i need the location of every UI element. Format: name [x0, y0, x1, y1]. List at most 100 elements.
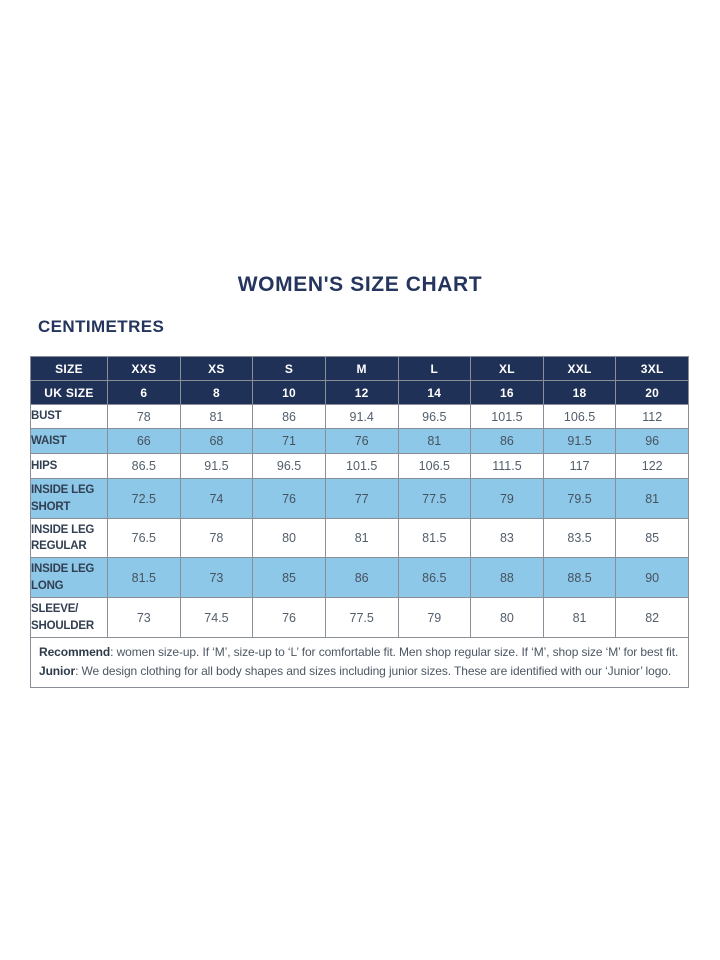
table-row-waist: WAIST 66 68 71 76 81 86 91.5 96 [30, 428, 689, 454]
cell-value: 85 [252, 557, 326, 598]
cell-value: 91.5 [179, 453, 254, 479]
row-label: HIPS [30, 453, 108, 479]
uk-size-value: 20 [615, 380, 689, 405]
uk-size-value: 14 [397, 380, 472, 405]
cell-value: 81 [542, 597, 617, 638]
header-cell-size: SIZE [30, 356, 108, 381]
row-label: BUST [30, 404, 108, 429]
table-row-inside-leg-regular: INSIDE LEG REGULAR 76.5 78 80 81 81.5 83… [30, 518, 689, 558]
cell-value: 77.5 [397, 478, 472, 519]
cell-value: 81 [179, 404, 254, 429]
cell-value: 81 [615, 478, 689, 519]
row-label: INSIDE LEG SHORT [30, 478, 108, 519]
cell-value: 91.5 [542, 428, 617, 454]
cell-value: 74 [179, 478, 254, 519]
cell-value: 66 [107, 428, 181, 454]
cell-value: 96.5 [397, 404, 472, 429]
cell-value: 71 [252, 428, 326, 454]
cell-value: 91.4 [324, 404, 399, 429]
table-row-bust: BUST 78 81 86 91.4 96.5 101.5 106.5 112 [30, 404, 689, 429]
cell-value: 86 [324, 557, 399, 598]
note-junior-text: : We design clothing for all body shapes… [75, 664, 672, 679]
row-label: INSIDE LEG REGULAR [30, 518, 108, 558]
cell-value: 88.5 [542, 557, 617, 598]
cell-value: 72.5 [107, 478, 181, 519]
cell-value: 86.5 [397, 557, 472, 598]
cell-value: 112 [615, 404, 689, 429]
cell-value: 81.5 [397, 518, 472, 558]
table-row-sleeve-shoulder: SLEEVE/ SHOULDER 73 74.5 76 77.5 79 80 8… [30, 597, 689, 638]
cell-value: 101.5 [470, 404, 544, 429]
table-row-hips: HIPS 86.5 91.5 96.5 101.5 106.5 111.5 11… [30, 453, 689, 479]
note-recommend-text: : women size-up. If ‘M’, size-up to ‘L’ … [110, 645, 679, 659]
uk-size-value: 8 [179, 380, 254, 405]
cell-value: 117 [542, 453, 617, 479]
cell-value: 73 [107, 597, 181, 638]
cell-value: 74.5 [179, 597, 254, 638]
size-header-row: SIZE XXS XS S M L XL XXL 3XL [30, 356, 689, 381]
cell-value: 79.5 [542, 478, 617, 519]
uk-size-value: 6 [107, 380, 181, 405]
cell-value: 106.5 [542, 404, 617, 429]
row-label: INSIDE LEG LONG [30, 557, 108, 598]
header-cell-s: S [252, 356, 326, 381]
cell-value: 81 [324, 518, 399, 558]
uk-size-label: UK SIZE [30, 380, 108, 405]
cell-value: 83 [470, 518, 544, 558]
cell-value: 86 [252, 404, 326, 429]
uk-size-value: 18 [542, 380, 617, 405]
cell-value: 111.5 [470, 453, 544, 479]
cell-value: 73 [179, 557, 254, 598]
note-recommend: Recommend: women size-up. If ‘M’, size-u… [39, 643, 680, 662]
note-junior-lead: Junior [39, 664, 76, 679]
uk-size-row: UK SIZE 6 8 10 12 14 16 18 20 [30, 380, 689, 405]
unit-heading: CENTIMETRES [38, 317, 165, 336]
notes-row: Recommend: women size-up. If ‘M’, size-u… [30, 636, 689, 689]
cell-value: 78 [107, 404, 181, 429]
cell-value: 76 [324, 428, 399, 454]
header-cell-3xl: 3XL [615, 356, 689, 381]
cell-value: 78 [179, 518, 254, 558]
cell-value: 96.5 [252, 453, 326, 479]
cell-value: 82 [615, 597, 689, 638]
cell-value: 80 [470, 597, 544, 638]
cell-value: 77 [324, 478, 399, 519]
header-cell-xxl: XXL [542, 356, 617, 381]
header-cell-l: L [397, 356, 472, 381]
row-label: WAIST [30, 428, 108, 454]
cell-value: 76.5 [107, 518, 181, 558]
cell-value: 81.5 [107, 557, 181, 598]
cell-value: 122 [615, 453, 689, 479]
cell-value: 86.5 [107, 453, 181, 479]
cell-value: 79 [470, 478, 544, 519]
uk-size-value: 10 [252, 380, 326, 405]
header-cell-m: M [324, 356, 399, 381]
cell-value: 96 [615, 428, 689, 454]
cell-value: 88 [470, 557, 544, 598]
header-cell-xs: XS [179, 356, 254, 381]
uk-size-value: 16 [470, 380, 544, 405]
size-chart-table: SIZE XXS XS S M L XL XXL 3XL UK SIZE 6 8… [30, 356, 689, 689]
cell-value: 85 [615, 518, 689, 558]
cell-value: 77.5 [324, 597, 399, 638]
table-row-inside-leg-long: INSIDE LEG LONG 81.5 73 85 86 86.5 88 88… [30, 557, 689, 598]
cell-value: 68 [179, 428, 254, 454]
note-recommend-lead: Recommend [39, 645, 111, 659]
cell-value: 79 [397, 597, 472, 638]
header-cell-xl: XL [470, 356, 544, 381]
cell-value: 80 [252, 518, 326, 558]
note-junior: Junior: We design clothing for all body … [39, 662, 680, 681]
cell-value: 101.5 [324, 453, 399, 479]
cell-value: 106.5 [397, 453, 472, 479]
page-title: WOMEN'S SIZE CHART [237, 273, 483, 296]
table-row-inside-leg-short: INSIDE LEG SHORT 72.5 74 76 77 77.5 79 7… [30, 478, 689, 519]
cell-value: 90 [615, 557, 689, 598]
cell-value: 83.5 [542, 518, 617, 558]
cell-value: 76 [252, 478, 326, 519]
cell-value: 76 [252, 597, 326, 638]
uk-size-value: 12 [324, 380, 399, 405]
header-cell-xxs: XXS [107, 356, 181, 381]
row-label: SLEEVE/ SHOULDER [30, 597, 108, 638]
cell-value: 86 [470, 428, 544, 454]
